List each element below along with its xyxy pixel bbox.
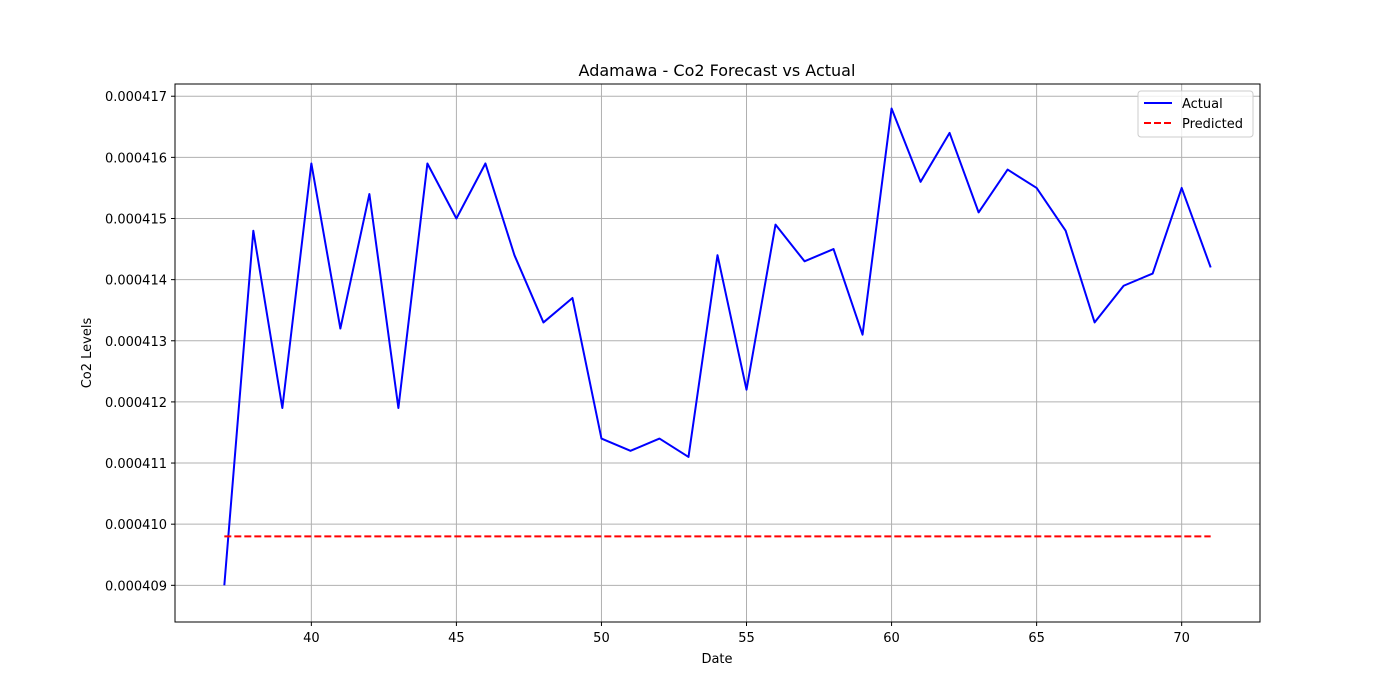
y-tick-label: 0.000415 — [105, 213, 167, 228]
x-tick-label: 60 — [883, 631, 900, 646]
y-tick-label: 0.000410 — [105, 518, 167, 533]
x-tick-label: 50 — [593, 631, 610, 646]
y-axis-title: Co2 Levels — [80, 318, 95, 389]
y-tick-label: 0.000412 — [105, 396, 167, 411]
y-tick-label: 0.000416 — [105, 151, 167, 166]
x-tick-label: 45 — [448, 631, 465, 646]
plot-frame — [174, 83, 1261, 623]
legend: Actual Predicted — [1137, 90, 1254, 138]
chart-title: Adamawa - Co2 Forecast vs Actual — [579, 61, 856, 80]
y-tick-label: 0.000409 — [105, 579, 167, 594]
legend-label-actual: Actual — [1182, 97, 1223, 112]
ticks: 40 45 50 55 60 65 70 0.000409 0.000410 0.000411 0.… — [105, 90, 1190, 646]
x-tick-label: 40 — [303, 631, 320, 646]
y-tick-label: 0.000414 — [105, 274, 167, 289]
x-tick-label: 55 — [738, 631, 755, 646]
series-group — [223, 107, 1212, 586]
y-tick-label: 0.000411 — [105, 457, 167, 472]
x-tick-label: 70 — [1173, 631, 1190, 646]
x-tick-label: 65 — [1028, 631, 1045, 646]
series-line-actual — [223, 107, 1212, 586]
y-tick-label: 0.000417 — [105, 90, 167, 105]
grid — [175, 84, 1260, 622]
y-tick-label: 0.000413 — [105, 335, 167, 350]
x-axis-title: Date — [701, 652, 732, 667]
legend-label-predicted: Predicted — [1182, 117, 1243, 132]
